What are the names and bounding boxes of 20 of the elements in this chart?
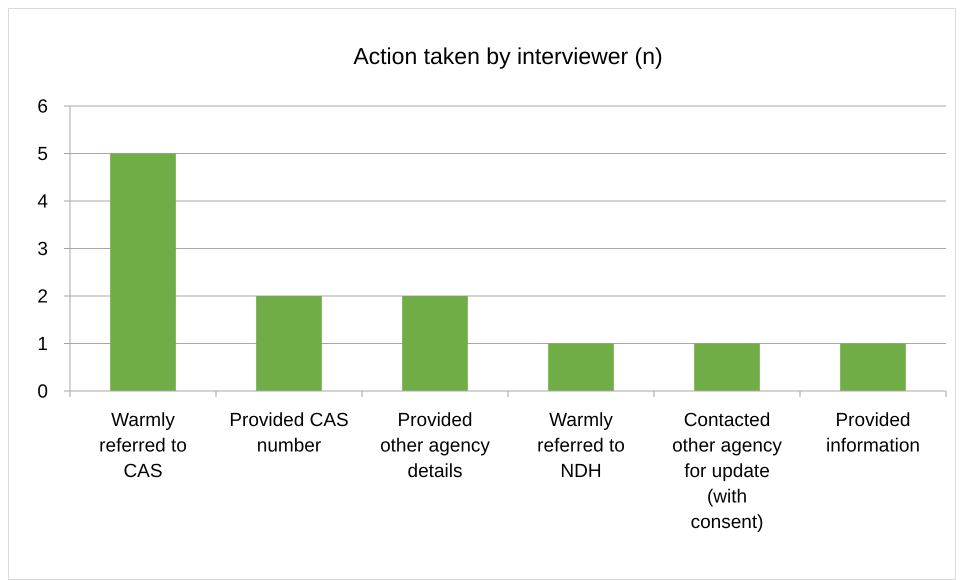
x-tick-label: Contacted other agency for update (with consent) — [672, 410, 782, 533]
x-tick-label: Warmly referred to CAS — [99, 410, 187, 482]
x-tick-label: Provided CAS number — [229, 410, 349, 456]
x-tick-label: Warmly referred to NDH — [537, 410, 625, 482]
y-tick-label: 4 — [37, 192, 48, 213]
y-tick-label: 6 — [37, 96, 48, 118]
bar — [548, 344, 614, 391]
bar — [694, 344, 760, 391]
bar — [402, 296, 468, 391]
y-tick-label: 0 — [37, 382, 48, 403]
bar — [256, 296, 322, 391]
y-tick-label: 1 — [37, 334, 48, 356]
y-tick-label: 3 — [37, 239, 48, 260]
chart-title: Action taken by interviewer (n) — [353, 43, 663, 69]
x-tick-label: Provided other agency details — [380, 410, 490, 482]
y-tick-label: 2 — [37, 286, 48, 308]
x-tick-label: Provided information — [826, 410, 920, 456]
bar — [840, 344, 906, 391]
y-tick-label: 5 — [37, 144, 48, 166]
bar — [110, 154, 176, 391]
